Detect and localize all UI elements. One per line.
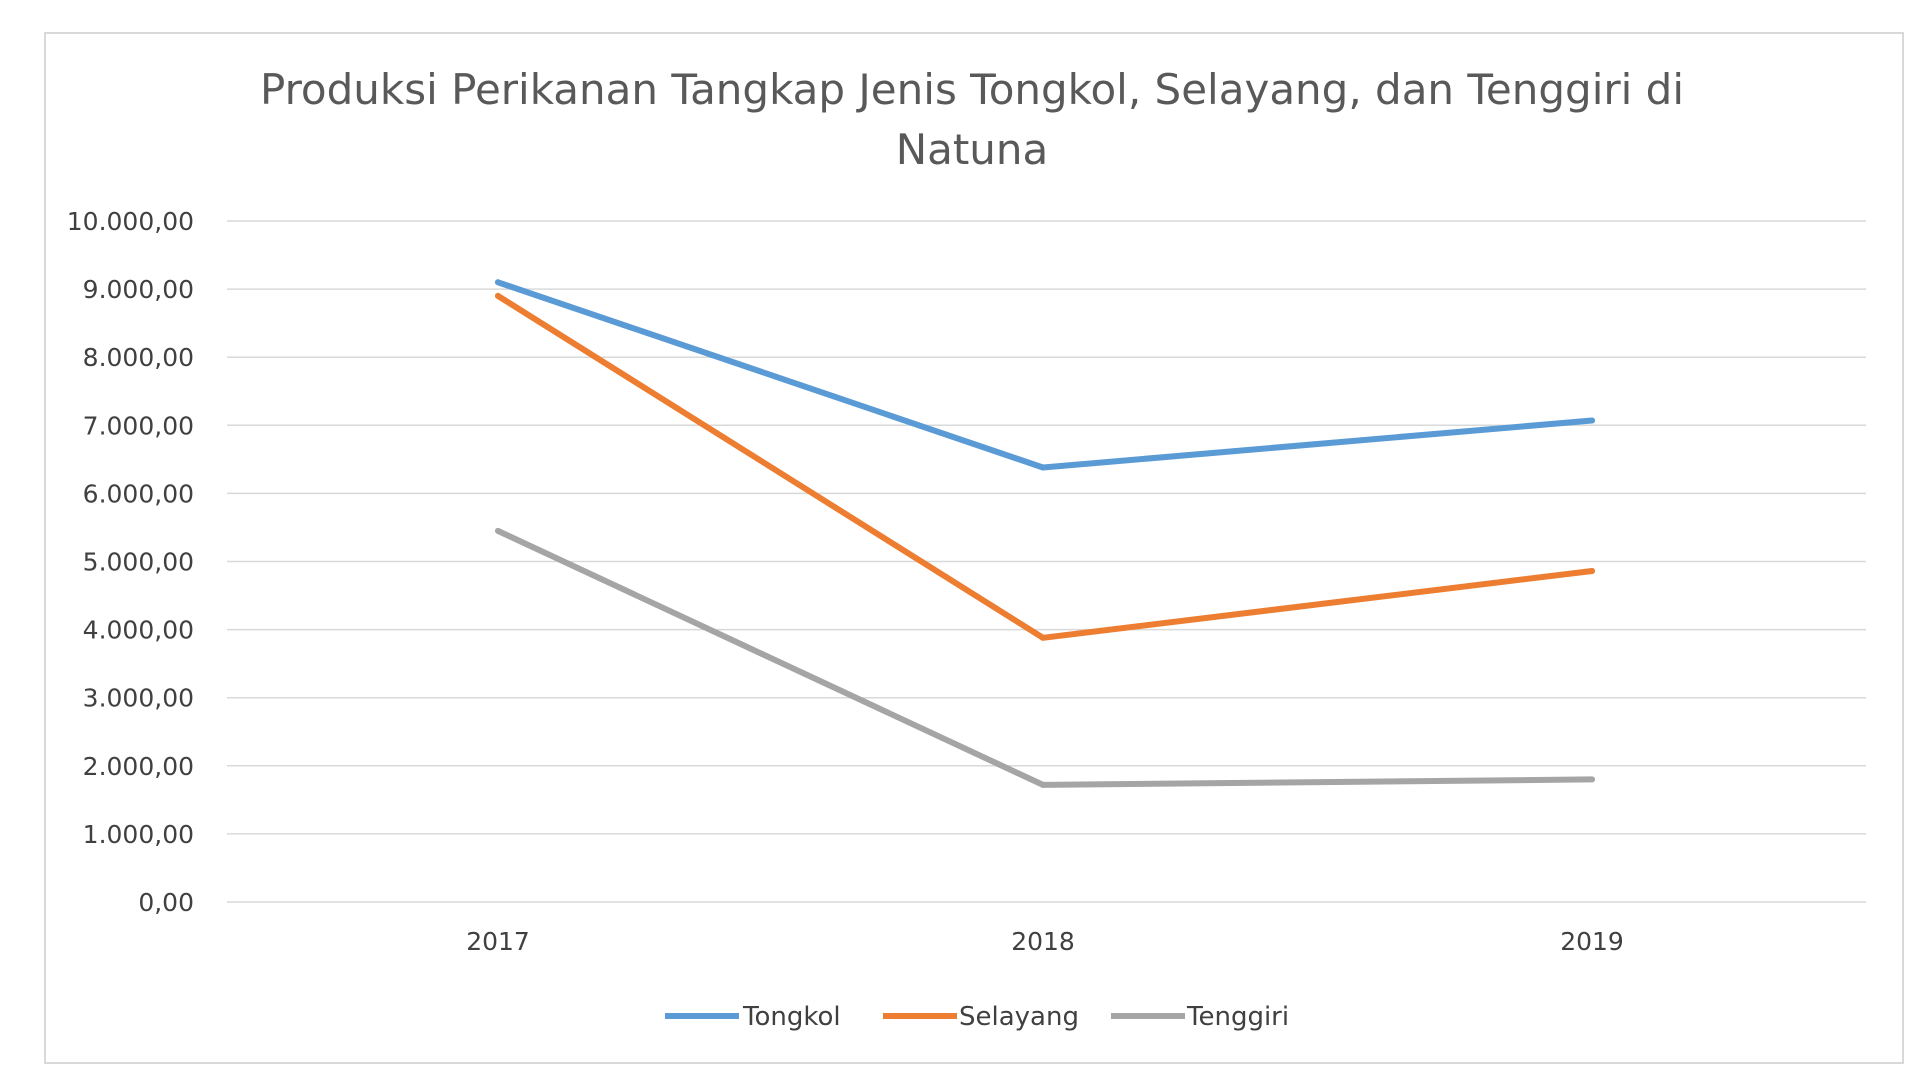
x-tick-label: 2017 <box>466 927 530 956</box>
y-tick-label: 1.000,00 <box>83 820 194 849</box>
legend-item-selayang: Selayang <box>883 1002 1079 1032</box>
y-tick-label: 5.000,00 <box>83 548 194 577</box>
chart-title-line-2: Natuna <box>896 125 1049 174</box>
data-point-tenggiri-2019 <box>1589 776 1595 783</box>
data-point-tongkol-2019 <box>1589 417 1595 424</box>
data-point-selayang-2018 <box>1040 634 1046 641</box>
series-lines <box>495 279 1595 788</box>
legend-label: Selayang <box>959 1002 1079 1032</box>
y-tick-label: 9.000,00 <box>83 275 194 304</box>
legend: Tongkol Selayang Tenggiri <box>665 1002 1289 1032</box>
data-point-tenggiri-2017 <box>495 527 501 534</box>
chart-title: Produksi Perikanan Tangkap Jenis Tongkol… <box>260 65 1684 174</box>
y-tick-label: 7.000,00 <box>83 411 194 440</box>
data-point-selayang-2017 <box>495 292 501 299</box>
x-axis-ticks: 2017 2018 2019 <box>466 927 1624 956</box>
y-tick-label: 10.000,00 <box>67 207 194 236</box>
y-tick-label: 3.000,00 <box>83 684 194 713</box>
legend-item-tenggiri: Tenggiri <box>1111 1002 1289 1032</box>
series-line-tenggiri <box>495 527 1595 788</box>
data-point-selayang-2019 <box>1589 568 1595 575</box>
data-point-tongkol-2017 <box>495 279 501 286</box>
legend-item-tongkol: Tongkol <box>665 1002 841 1032</box>
series-line-tongkol <box>495 279 1595 471</box>
y-tick-label: 8.000,00 <box>83 343 194 372</box>
chart-title-line-1: Produksi Perikanan Tangkap Jenis Tongkol… <box>260 65 1684 114</box>
y-tick-label: 2.000,00 <box>83 752 194 781</box>
legend-label: Tongkol <box>742 1002 841 1032</box>
y-tick-label: 4.000,00 <box>83 616 194 645</box>
x-tick-label: 2019 <box>1560 927 1624 956</box>
gridlines <box>227 220 1866 903</box>
y-tick-label: 6.000,00 <box>83 479 194 508</box>
y-axis-ticks: 0,00 1.000,00 2.000,00 3.000,00 4.000,00 5.00… <box>67 207 194 917</box>
legend-label: Tenggiri <box>1186 1002 1289 1032</box>
y-tick-label: 0,00 <box>138 888 194 917</box>
x-tick-label: 2018 <box>1011 927 1075 956</box>
data-point-tongkol-2018 <box>1040 464 1046 471</box>
chart-frame <box>44 32 1904 1064</box>
data-point-tenggiri-2018 <box>1040 781 1046 788</box>
